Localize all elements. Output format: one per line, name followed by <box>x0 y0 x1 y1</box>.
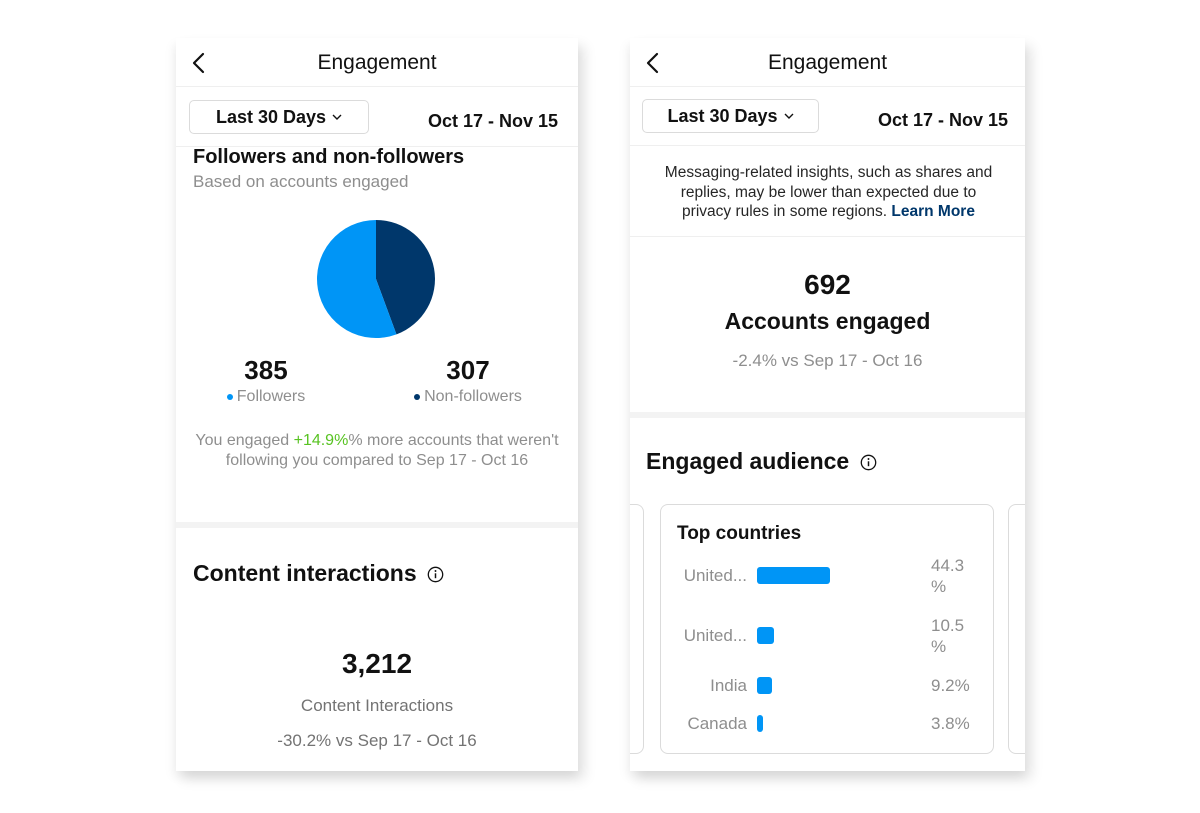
date-range-dropdown[interactable]: Last 30 Days <box>642 99 819 133</box>
country-row: India 9.2% <box>661 667 993 707</box>
followers-count: 385 <box>244 355 288 385</box>
privacy-notice: Messaging-related insights, such as shar… <box>656 163 1001 222</box>
country-name: United... <box>683 626 747 645</box>
info-icon[interactable] <box>427 566 444 583</box>
country-percent-value: 10.5 <box>931 616 965 635</box>
chevron-down-icon <box>332 114 342 120</box>
note-percent: +14.9% <box>293 432 349 449</box>
nonfollowers-legend-dot <box>414 393 421 400</box>
followers-legend-label: Followers <box>236 388 306 405</box>
country-bar <box>757 677 772 694</box>
back-arrow-icon[interactable] <box>190 52 208 74</box>
country-percent-value: 44.3 <box>931 556 965 575</box>
info-icon[interactable] <box>860 454 877 471</box>
followers-legend: Followers <box>211 388 321 406</box>
pie-slice-non-followers <box>376 220 435 335</box>
content-interactions-label: Content Interactions <box>300 696 454 715</box>
followers-comparison-note: You engaged +14.9%% more accounts that w… <box>194 431 560 471</box>
country-percent-suffix: % <box>931 637 947 656</box>
country-row: United... 44.3 % <box>661 555 993 597</box>
country-percent: 9.2% <box>931 675 979 696</box>
learn-more-link[interactable]: Learn More <box>891 203 975 220</box>
followers-section-subtitle: Based on accounts engaged <box>193 172 409 191</box>
date-range-dropdown-label: Last 30 Days <box>215 106 327 127</box>
engagement-panel-right: Engagement Last 30 Days Oct 17 - Nov 15 … <box>630 38 1025 771</box>
country-percent: 44.3 % <box>931 555 979 597</box>
followers-section-title: Followers and non-followers <box>193 146 465 168</box>
engaged-audience-title-text: Engaged audience <box>646 448 850 474</box>
country-bar <box>757 627 774 644</box>
content-interactions-title-text: Content interactions <box>193 560 417 586</box>
followers-legend-dot <box>226 393 233 400</box>
date-range-dropdown[interactable]: Last 30 Days <box>189 100 369 134</box>
country-percent-suffix: % <box>931 577 947 596</box>
back-arrow-icon[interactable] <box>644 52 662 74</box>
country-percent: 10.5 % <box>931 615 979 657</box>
pie-slice-followers <box>317 220 397 338</box>
header: Engagement <box>176 38 578 87</box>
accounts-engaged-value: 692 <box>804 269 851 300</box>
engaged-audience-title: Engaged audience <box>646 448 877 475</box>
content-interactions-change: -30.2% vs Sep 17 - Oct 16 <box>277 731 477 750</box>
nonfollowers-count: 307 <box>446 355 490 385</box>
chevron-down-icon <box>784 113 794 119</box>
country-percent: 3.8% <box>931 713 979 734</box>
date-range-dropdown-label: Last 30 Days <box>667 105 778 126</box>
date-range-text: Oct 17 - Nov 15 <box>428 111 559 131</box>
country-name: Canada <box>687 714 747 733</box>
top-countries-card: Top countries United... 44.3 % United...… <box>660 504 994 754</box>
note-prefix: You engaged <box>195 432 294 449</box>
country-bar <box>757 567 830 584</box>
followers-pie-chart <box>317 220 435 338</box>
content-interactions-value: 3,212 <box>341 648 413 679</box>
page-title: Engagement <box>767 51 888 74</box>
nonfollowers-legend-label: Non-followers <box>424 388 522 405</box>
date-range-text: Oct 17 - Nov 15 <box>878 110 1009 130</box>
header: Engagement <box>630 38 1025 87</box>
country-name: India <box>710 676 747 695</box>
engagement-panel-left: Engagement Last 30 Days Oct 17 - Nov 15 … <box>176 38 578 771</box>
nonfollowers-legend: Non-followers <box>398 388 538 406</box>
country-row: United... 10.5 % <box>661 615 993 657</box>
country-percent-value: 3.8% <box>931 714 970 733</box>
country-percent-value: 9.2% <box>931 676 970 695</box>
accounts-engaged-change: -2.4% vs Sep 17 - Oct 16 <box>732 351 923 370</box>
page-title: Engagement <box>317 51 437 74</box>
country-bar <box>757 715 763 732</box>
note-suffix: % more accounts that weren't following y… <box>225 432 559 469</box>
country-name: United... <box>683 566 747 585</box>
top-countries-title: Top countries <box>677 523 802 544</box>
content-interactions-title: Content interactions <box>193 560 444 587</box>
next-card-edge[interactable] <box>1008 504 1025 754</box>
accounts-engaged-label: Accounts engaged <box>724 308 931 334</box>
privacy-notice-text: Messaging-related insights, such as shar… <box>664 164 993 220</box>
previous-card-edge[interactable] <box>630 504 644 754</box>
country-row: Canada 3.8% <box>661 705 993 745</box>
